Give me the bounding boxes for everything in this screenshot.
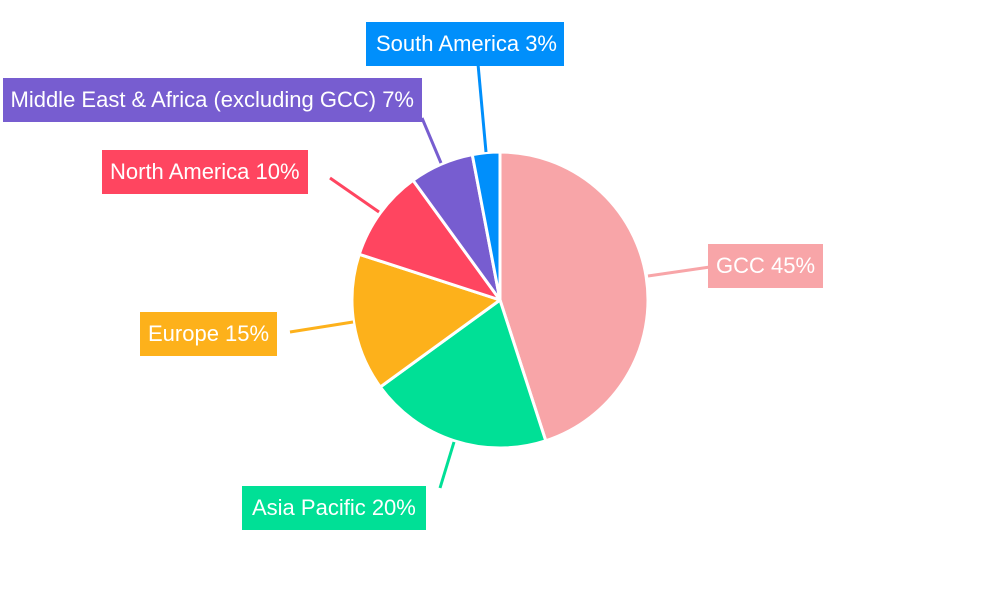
pie-slice-north-america[interactable]	[357, 178, 502, 302]
label-gcc: GCC 45%	[708, 244, 824, 288]
label-mea: Middle East & Africa (excluding GCC) 7%	[2, 78, 422, 122]
leader-line-gcc	[647, 265, 711, 278]
pie-slice-gcc[interactable]	[498, 150, 650, 443]
label-asia-pacific: Asia Pacific 20%	[242, 486, 426, 530]
leader-line-asia-pacific	[438, 441, 456, 489]
leader-line-north-america	[329, 176, 380, 214]
pie-slice-europe[interactable]	[350, 252, 502, 389]
leader-line-south-america	[476, 63, 488, 153]
pie-slice-asia-pacific[interactable]	[378, 298, 548, 450]
pie-slices	[350, 150, 650, 450]
label-north-america: North America 10%	[102, 150, 308, 194]
label-south-america: South America 3%	[366, 22, 564, 66]
pie-slice-south-america[interactable]	[470, 150, 502, 302]
leader-line-europe	[289, 320, 354, 334]
leader-line-mea	[420, 117, 443, 164]
leader-lines	[289, 63, 711, 489]
label-europe: Europe 15%	[140, 312, 278, 356]
